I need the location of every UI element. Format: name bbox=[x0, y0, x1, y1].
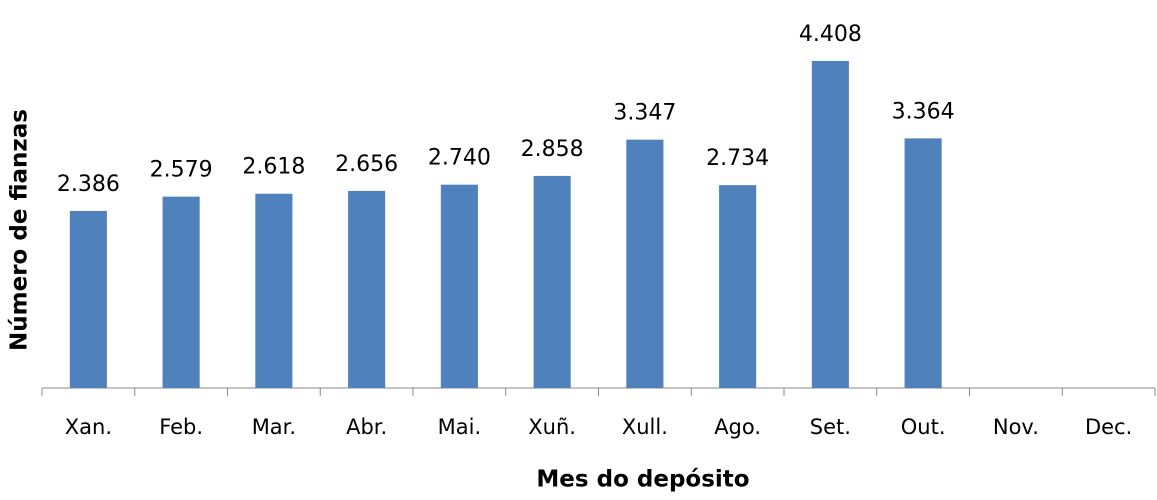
value-label: 4.408 bbox=[799, 22, 862, 47]
x-tick-label: Ago. bbox=[714, 415, 761, 439]
x-tick-label: Set. bbox=[810, 415, 851, 439]
value-label: 2.858 bbox=[521, 137, 584, 162]
x-tick-label: Mar. bbox=[252, 415, 296, 439]
x-tick-label: Nov. bbox=[993, 415, 1039, 439]
value-label: 3.347 bbox=[613, 101, 676, 126]
x-tick-label: Xuñ. bbox=[528, 415, 576, 439]
value-label: 3.364 bbox=[892, 99, 955, 124]
x-tick-label: Out. bbox=[901, 415, 946, 439]
value-label: 2.579 bbox=[150, 158, 213, 183]
x-axis-title: Mes do depósito bbox=[536, 467, 749, 493]
value-label: 2.740 bbox=[428, 146, 491, 171]
x-tick-label: Xull. bbox=[622, 415, 668, 439]
bar bbox=[440, 184, 478, 388]
bar bbox=[811, 60, 849, 389]
x-tick-label: Xan. bbox=[65, 415, 112, 439]
bar bbox=[162, 196, 200, 388]
value-label: 2.734 bbox=[706, 146, 769, 171]
bar bbox=[719, 185, 757, 388]
x-tick-label: Feb. bbox=[159, 415, 203, 439]
value-label: 2.386 bbox=[57, 172, 120, 197]
bar bbox=[904, 138, 942, 388]
bar bbox=[69, 210, 107, 388]
bar bbox=[533, 175, 571, 388]
value-label: 2.618 bbox=[242, 155, 305, 180]
bar bbox=[626, 139, 664, 388]
x-tick-label: Dec. bbox=[1085, 415, 1132, 439]
value-label: 2.656 bbox=[335, 152, 398, 177]
y-axis-title: Número de fianzas bbox=[7, 109, 33, 351]
bar bbox=[255, 193, 293, 388]
x-tick-label: Abr. bbox=[346, 415, 387, 439]
bar bbox=[348, 190, 386, 388]
x-tick-label: Mai. bbox=[438, 415, 482, 439]
